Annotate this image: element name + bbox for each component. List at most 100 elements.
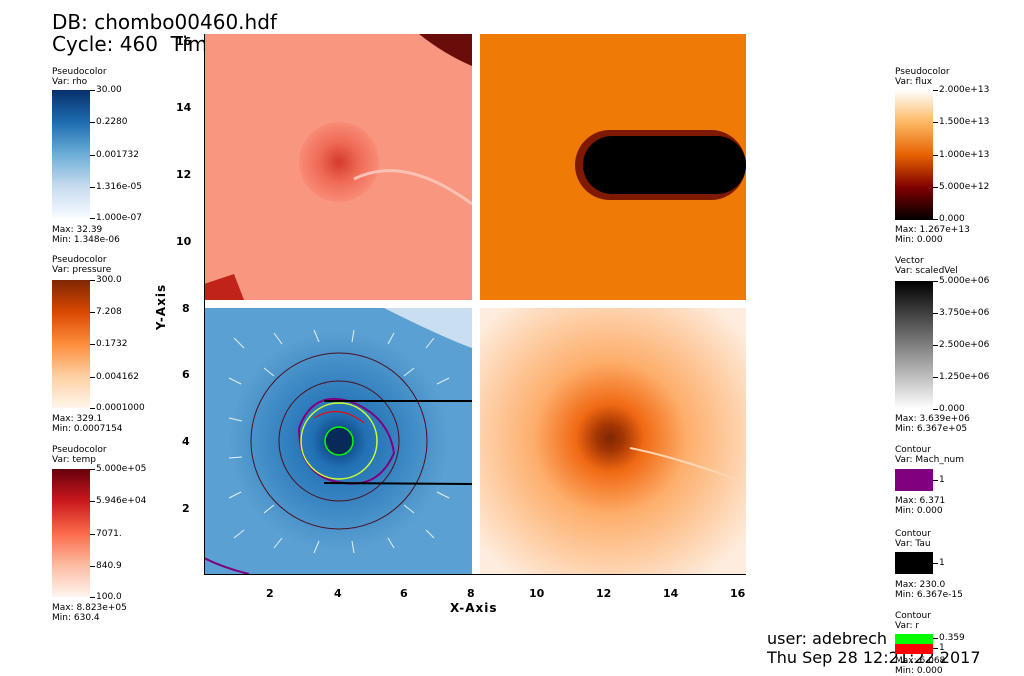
mach-level: 1: [939, 475, 945, 485]
rho-tick: 1.316e-05: [96, 182, 143, 192]
temp-panel: [204, 34, 472, 300]
flux-colorbar: [895, 90, 933, 220]
vector-colorbar: [895, 281, 933, 409]
y-tick: 4: [182, 435, 190, 448]
y-tick: 14: [176, 101, 192, 114]
temp-field: [204, 34, 472, 300]
rho-panel: [204, 308, 472, 574]
legend-pressure-plot: Pseudocolor: [52, 255, 107, 265]
vector-tick: 5.000e+06: [939, 276, 990, 286]
r-level2: 1: [939, 643, 945, 653]
pressure-colorbar: [52, 280, 90, 408]
rho-min: Min: 1.348e-06: [52, 235, 120, 245]
flux-max: Max: 1.267e+13: [895, 225, 970, 235]
legend-vector-plot: Vector: [895, 256, 924, 266]
vector-tick: 0.000: [939, 404, 965, 414]
x-axis-line: [204, 574, 746, 575]
x-tick: 4: [334, 587, 342, 600]
pressure-min: Min: 0.0007154: [52, 424, 123, 434]
pressure-max: Max: 329.1: [52, 414, 103, 424]
date-label: Thu Sep 28 12:21:22 2017: [767, 648, 981, 667]
vector-min: Min: 6.367e+05: [895, 424, 968, 434]
flux-tick: 2.000e+13: [939, 85, 990, 95]
tau-swatch: [895, 552, 933, 574]
r-level1: 0.359: [939, 633, 965, 643]
vector-tick: 2.500e+06: [939, 340, 990, 350]
rho-tick: 0.001732: [96, 150, 139, 160]
rho-field: [204, 308, 472, 574]
rho-tick: 1.000e-07: [96, 213, 143, 223]
x-tick: 12: [596, 587, 612, 600]
legend-mach-var: Var: Mach_num: [895, 455, 965, 465]
x-axis-title: X-Axis: [450, 601, 498, 615]
flux-panel: [480, 34, 746, 300]
rho-colorbar: [52, 90, 90, 218]
tau-level: 1: [939, 558, 945, 568]
user-label: user: adebrech: [767, 629, 888, 648]
r-max: Max: 6.068: [895, 656, 946, 666]
panel-divider-horizontal: [204, 300, 746, 308]
rho-max: Max: 32.39: [52, 225, 103, 235]
legend-flux-var: Var: flux: [895, 77, 933, 87]
temp-max: Max: 8.823e+05: [52, 603, 127, 613]
y-tick: 12: [176, 168, 192, 181]
legend-flux-plot: Pseudocolor: [895, 67, 950, 77]
r-swatch-red: [895, 644, 933, 654]
x-tick: 6: [400, 587, 408, 600]
y-tick: 2: [182, 502, 190, 515]
y-axis-line: [204, 34, 205, 574]
legend-r-var: Var: r: [895, 621, 920, 631]
legend-tau-var: Var: Tau: [895, 539, 931, 549]
x-tick: 16: [730, 587, 746, 600]
legend-vector-var: Var: scaledVel: [895, 266, 958, 276]
x-tick: 2: [266, 587, 274, 600]
temp-min: Min: 630.4: [52, 613, 100, 623]
rho-tick: 0.2280: [96, 117, 128, 127]
pressure-tick: 0.1732: [96, 339, 128, 349]
y-tick: 8: [182, 302, 190, 315]
mach-max: Max: 6.371: [895, 496, 946, 506]
legend-mach-plot: Contour: [895, 445, 931, 455]
legend-temp-var: Var: temp: [52, 455, 96, 465]
flux-tick: 1.500e+13: [939, 117, 990, 127]
temp-colorbar: [52, 469, 90, 597]
temp-tick: 100.0: [96, 592, 122, 602]
pressure-tick: 0.004162: [96, 372, 139, 382]
legend-rho-plot: Pseudocolor: [52, 67, 107, 77]
temp-tick: 7071.: [96, 529, 122, 539]
x-tick: 10: [529, 587, 545, 600]
flux-tick: 5.000e+12: [939, 182, 990, 192]
pressure-tick: 0.0001000: [96, 403, 145, 413]
flux-tick: 0.000: [939, 214, 965, 224]
database-title: DB: chombo00460.hdf: [52, 10, 277, 34]
mach-min: Min: 0.000: [895, 506, 943, 516]
temp-tick: 5.946e+04: [96, 496, 147, 506]
y-tick: 6: [182, 368, 190, 381]
legend-pressure-var: Var: pressure: [52, 265, 112, 275]
legend-temp-plot: Pseudocolor: [52, 445, 107, 455]
legend-rho-var: Var: rho: [52, 77, 88, 87]
flux-tick: 1.000e+13: [939, 150, 990, 160]
flux-field: [480, 34, 746, 300]
r-min: Min: 0.000: [895, 666, 943, 676]
pressure-field: [480, 308, 746, 574]
x-tick: 8: [467, 587, 475, 600]
tau-max: Max: 230.0: [895, 580, 946, 590]
legend-tau-plot: Contour: [895, 529, 931, 539]
temp-tick: 5.000e+05: [96, 464, 147, 474]
vector-tick: 1.250e+06: [939, 372, 990, 382]
y-tick: 16: [176, 35, 192, 48]
r-swatch-green: [895, 634, 933, 644]
y-tick: 10: [176, 235, 192, 248]
legend-r-plot: Contour: [895, 611, 931, 621]
pressure-tick: 300.0: [96, 275, 122, 285]
y-axis-title: Y-Axis: [154, 283, 169, 331]
pressure-tick: 7.208: [96, 307, 122, 317]
mach-swatch: [895, 469, 933, 491]
vector-max: Max: 3.639e+06: [895, 414, 970, 424]
x-tick: 14: [663, 587, 679, 600]
tau-min: Min: 6.367e-15: [895, 590, 963, 600]
flux-min: Min: 0.000: [895, 235, 943, 245]
pressure-panel: [480, 308, 746, 574]
temp-tick: 840.9: [96, 561, 122, 571]
